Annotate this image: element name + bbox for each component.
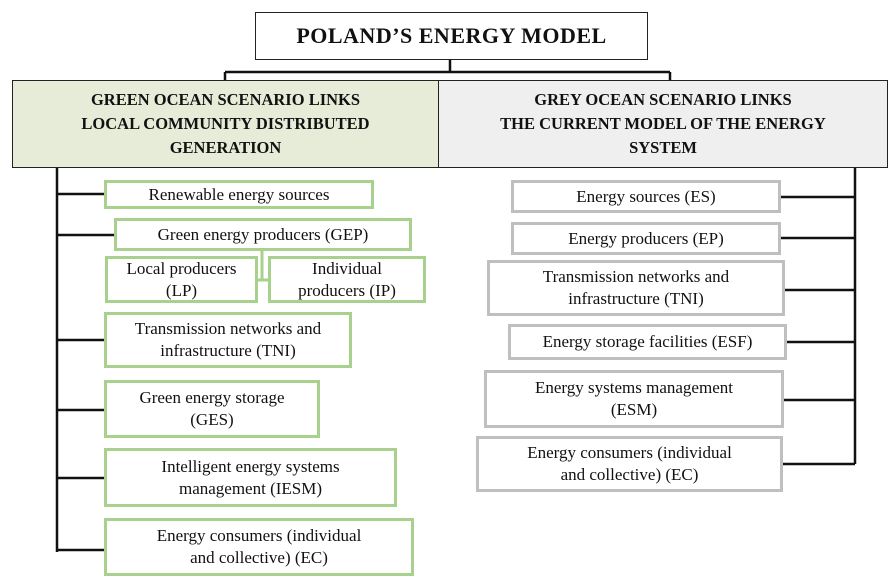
green-item: Renewable energy sources <box>104 180 374 209</box>
text-line: (GES) <box>190 410 234 429</box>
grey-item: Transmission networks and infrastructure … <box>487 260 785 316</box>
text-line: infrastructure (TNI) <box>568 289 704 308</box>
text-line: Energy producers (EP) <box>568 228 724 248</box>
text-line: Local producers <box>126 258 237 278</box>
text-line: Energy consumers (individual <box>156 526 362 545</box>
text-line: and collective) (EC) <box>560 465 699 484</box>
text-line: GREY OCEAN SCENARIO LINKS <box>534 90 792 109</box>
text-line: Green energy producers (GEP) <box>157 224 369 244</box>
green-item: Green energy producers (GEP) <box>114 218 412 251</box>
text-line: Intelligent energy systems <box>161 456 340 476</box>
text-line: Energy consumers (individual <box>527 443 732 462</box>
grey-item: Energy storage facilities (ESF) <box>508 324 787 360</box>
text-line: Transmission networks and <box>134 319 322 338</box>
text-line: LOCAL COMMUNITY DISTRIBUTED <box>81 114 370 133</box>
grey-item: Energy consumers (individual and collecti… <box>476 436 783 492</box>
text-line: (LP) <box>165 280 198 300</box>
green-item: Transmission networks and infrastructure … <box>104 312 352 368</box>
grey-header: GREY OCEAN SCENARIO LINKS THE CURRENT MOD… <box>438 80 888 168</box>
green-item: Energy consumers (individual and collecti… <box>104 518 414 576</box>
text-line: (ESM) <box>610 400 658 419</box>
text-line: Energy storage facilities (ESF) <box>542 332 753 351</box>
text-line: infrastructure (TNI) <box>160 341 296 360</box>
text-line: Transmission networks and <box>542 267 730 286</box>
text-line: Green energy storage <box>139 388 285 407</box>
green-item: Individual producers (IP) <box>268 256 426 303</box>
text-line: and collective) (EC) <box>190 548 328 567</box>
text-line: Energy sources (ES) <box>576 186 716 206</box>
text-line: POLAND’S ENERGY MODEL <box>296 23 607 48</box>
green-item: Intelligent energy systems management (IE… <box>104 448 397 507</box>
text-line: management (IESM) <box>178 478 323 498</box>
text-line: GREEN OCEAN SCENARIO LINKS <box>90 90 361 109</box>
text-line: Energy systems management <box>535 378 733 397</box>
grey-item: Energy sources (ES) <box>511 180 781 213</box>
title-box: POLAND’S ENERGY MODEL <box>255 12 648 60</box>
text-line: Individual <box>312 258 382 278</box>
green-item: Green energy storage (GES) <box>104 380 320 438</box>
grey-item: Energy producers (EP) <box>511 222 781 255</box>
text-line: producers (IP) <box>298 280 396 300</box>
grey-item: Energy systems management (ESM) <box>484 370 784 428</box>
text-line: THE CURRENT MODEL OF THE ENERGY <box>500 114 826 133</box>
text-line: GENERATION <box>169 138 282 157</box>
green-item: Local producers (LP) <box>105 256 258 303</box>
text-line: SYSTEM <box>629 138 697 157</box>
text-line: Renewable energy sources <box>148 184 330 204</box>
green-header: GREEN OCEAN SCENARIO LINKS LOCAL COMMUNIT… <box>12 80 439 168</box>
